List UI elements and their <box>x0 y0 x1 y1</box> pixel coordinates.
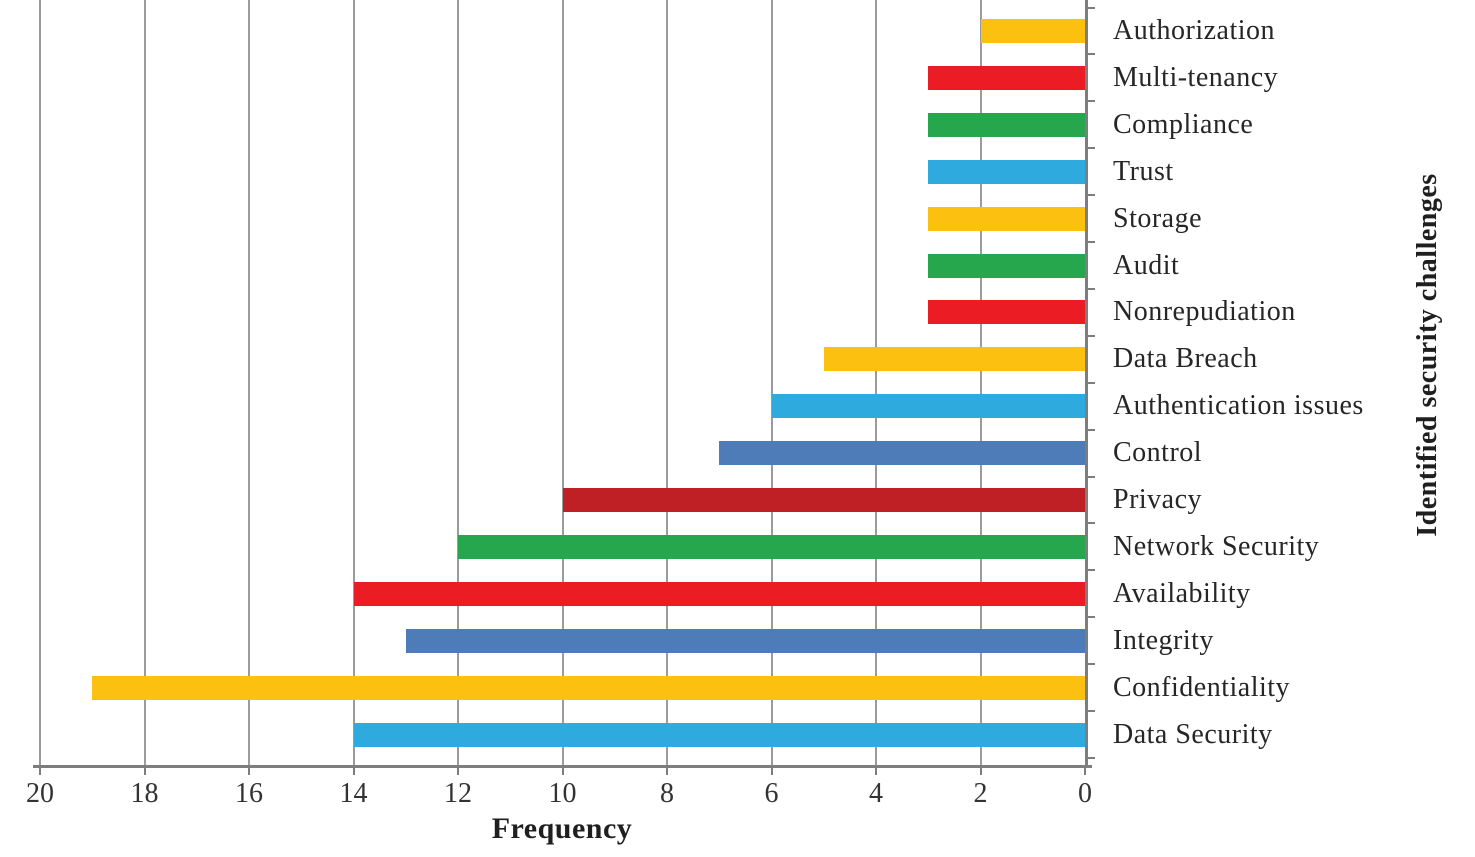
y-axis-tick <box>1085 756 1095 759</box>
bar-privacy <box>562 488 1085 512</box>
x-tick-label: 2 <box>973 778 988 809</box>
gridline <box>875 0 877 765</box>
x-axis-tick <box>248 765 250 775</box>
bar-availability <box>353 581 1085 606</box>
category-label: Nonrepudiation <box>1113 296 1296 328</box>
x-axis-title: Frequency <box>491 812 633 845</box>
bar-authorization <box>980 19 1085 43</box>
category-label: Authentication issues <box>1113 390 1364 422</box>
x-axis-tick <box>875 765 877 775</box>
y-axis-tick <box>1085 147 1095 150</box>
y-axis-tick <box>1085 6 1095 9</box>
y-axis-tick <box>1085 194 1095 197</box>
y-axis-tick <box>1085 522 1095 525</box>
bar-storage <box>928 206 1085 231</box>
x-tick-label: 12 <box>444 778 472 809</box>
y-axis-tick <box>1085 287 1095 290</box>
x-axis-tick <box>979 765 982 775</box>
gridline <box>248 0 250 765</box>
x-tick-label: 4 <box>869 778 883 809</box>
gridline <box>666 0 668 765</box>
category-label: Multi-tenancy <box>1113 61 1279 93</box>
bar-audit <box>928 253 1085 278</box>
bar-network-security <box>458 534 1085 559</box>
bar-authentication-issues <box>771 394 1085 419</box>
x-axis-tick <box>457 765 459 775</box>
y-axis-tick <box>1085 241 1095 244</box>
category-label: Integrity <box>1113 624 1214 656</box>
x-axis-tick <box>666 765 668 775</box>
x-tick-label: 18 <box>130 778 159 809</box>
bar-nonrepudiation <box>928 300 1085 325</box>
gridline <box>143 0 146 765</box>
x-axis-tick <box>39 765 41 775</box>
gridline <box>770 0 773 765</box>
bar-confidentiality <box>92 675 1085 700</box>
y-axis-tick <box>1085 334 1095 337</box>
gridline <box>352 0 355 765</box>
gridline <box>457 0 459 765</box>
category-label: Trust <box>1113 155 1174 187</box>
category-label: Data Security <box>1113 718 1273 750</box>
category-label: Compliance <box>1113 108 1254 140</box>
x-tick-label: 6 <box>764 778 779 809</box>
y-axis-tick <box>1085 53 1095 56</box>
category-label: Confidentiality <box>1113 671 1291 703</box>
y-axis-tick <box>1085 475 1095 478</box>
category-label: Privacy <box>1113 484 1203 515</box>
bar-control <box>719 441 1085 466</box>
gridline <box>39 0 41 765</box>
x-tick-label: 10 <box>548 778 577 809</box>
y-axis-tick <box>1085 663 1095 666</box>
bar-data-breach <box>823 347 1085 372</box>
y-axis-title: Identified security challenges <box>1412 173 1443 537</box>
category-label: Control <box>1113 437 1203 469</box>
x-axis-tick <box>770 765 773 775</box>
gridline <box>561 0 564 765</box>
y-axis-tick <box>1085 710 1095 713</box>
bar-integrity <box>405 628 1085 653</box>
gridline <box>979 0 982 765</box>
x-axis-tick <box>561 765 564 775</box>
x-tick-label: 0 <box>1078 778 1092 809</box>
y-axis-tick <box>1085 100 1095 103</box>
category-label: Availability <box>1113 577 1251 609</box>
x-axis-tick <box>352 765 355 775</box>
y-axis-tick <box>1085 428 1095 431</box>
x-axis-tick <box>143 765 146 775</box>
category-label: Network Security <box>1113 530 1320 562</box>
x-tick-label: 14 <box>339 778 368 809</box>
y-axis-tick <box>1085 381 1095 384</box>
bar-compliance <box>928 112 1085 137</box>
category-label: Storage <box>1113 202 1203 234</box>
category-label: Audit <box>1113 249 1180 281</box>
x-tick-label: 16 <box>235 778 263 809</box>
category-label: Data Breach <box>1113 343 1258 375</box>
x-tick-label: 20 <box>26 778 54 809</box>
bar-multi-tenancy <box>928 65 1085 90</box>
category-label: Authorization <box>1113 15 1276 46</box>
bar-data-security <box>353 722 1085 747</box>
bar-trust <box>928 159 1085 184</box>
y-axis-tick <box>1085 569 1095 572</box>
x-axis-tick <box>1084 765 1086 775</box>
x-tick-label: 8 <box>660 778 674 809</box>
y-axis-tick <box>1085 616 1095 619</box>
